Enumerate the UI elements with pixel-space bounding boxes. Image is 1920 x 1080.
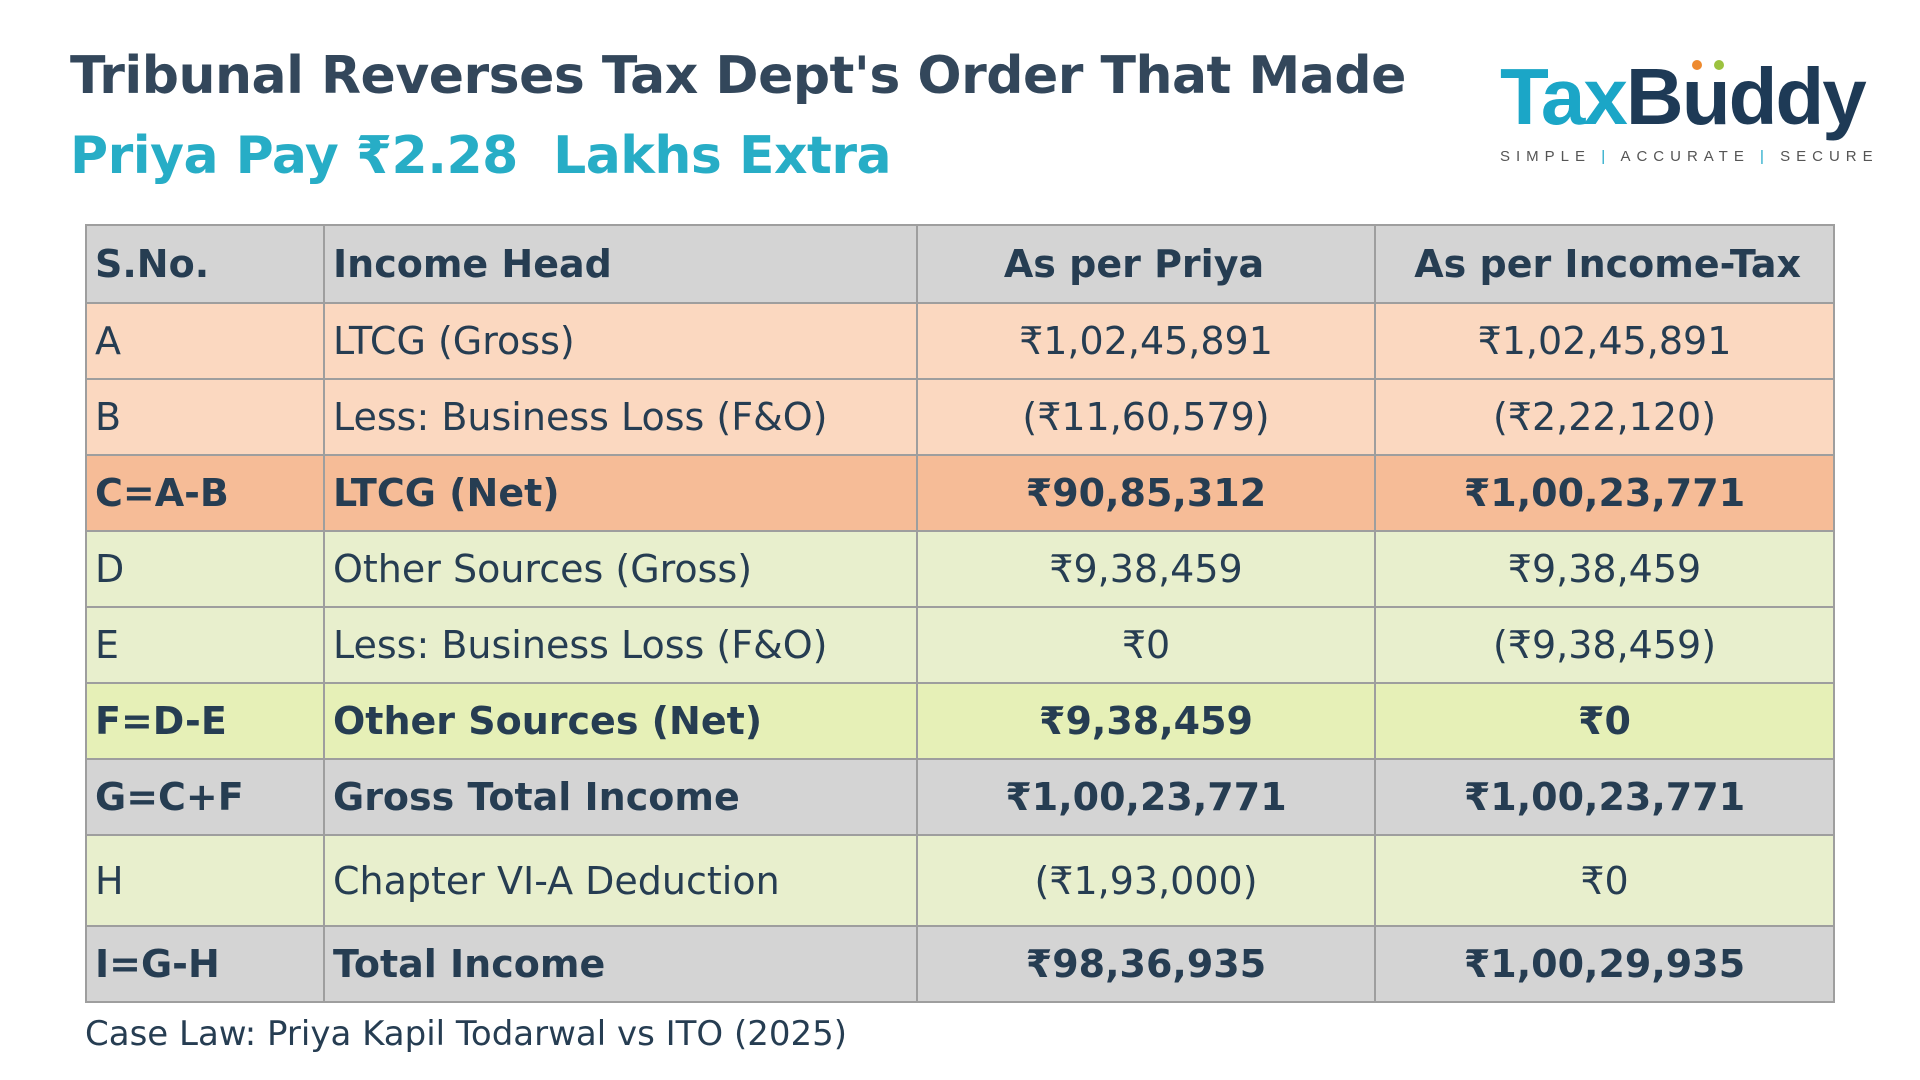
- cell-sno: H: [85, 834, 325, 927]
- table-header-row: S.No. Income Head As per Priya As per In…: [85, 224, 1835, 304]
- table-row: I=G-H Total Income ₹98,36,935 ₹1,00,29,935: [85, 925, 1835, 1003]
- logo-dot-green-icon: [1714, 60, 1724, 70]
- cell-as-per-income-tax: ₹1,00,23,771: [1374, 454, 1835, 532]
- cell-income-head: Less: Business Loss (F&O): [323, 378, 918, 456]
- cell-as-per-priya: (₹1,93,000): [916, 834, 1376, 927]
- cell-as-per-priya: ₹1,02,45,891: [916, 302, 1376, 380]
- cell-as-per-income-tax: ₹0: [1374, 834, 1835, 927]
- title-line-2: Priya Pay ₹2.28 Lakhs Extra: [70, 126, 892, 186]
- cell-as-per-priya: ₹0: [916, 606, 1376, 684]
- table-row: G=C+F Gross Total Income ₹1,00,23,771 ₹1,00…: [85, 758, 1835, 836]
- cell-income-head: Chapter VI-A Deduction: [323, 834, 918, 927]
- header-income-head: Income Head: [323, 224, 918, 304]
- table-row: H Chapter VI-A Deduction (₹1,93,000) ₹0: [85, 834, 1835, 927]
- header-as-per-priya: As per Priya: [916, 224, 1376, 304]
- cell-income-head: Other Sources (Gross): [323, 530, 918, 608]
- cell-income-head: Total Income: [323, 925, 918, 1003]
- cell-as-per-priya: ₹98,36,935: [916, 925, 1376, 1003]
- header-sno: S.No.: [85, 224, 325, 304]
- logo-buddy: Buddy: [1625, 52, 1867, 141]
- cell-as-per-income-tax: ₹1,00,23,771: [1374, 758, 1835, 836]
- logo-dot-orange-icon: [1692, 60, 1702, 70]
- cell-as-per-income-tax: ₹9,38,459: [1374, 530, 1835, 608]
- cell-income-head: Less: Business Loss (F&O): [323, 606, 918, 684]
- logo-tax: Tax: [1500, 52, 1628, 141]
- table-row: A LTCG (Gross) ₹1,02,45,891 ₹1,02,45,891: [85, 302, 1835, 380]
- cell-as-per-priya: ₹9,38,459: [916, 530, 1376, 608]
- cell-as-per-priya: ₹1,00,23,771: [916, 758, 1376, 836]
- cell-as-per-income-tax: ₹1,02,45,891: [1374, 302, 1835, 380]
- cell-income-head: Other Sources (Net): [323, 682, 918, 760]
- logo-tagline: SIMPLE | ACCURATE | SECURE: [1500, 148, 1879, 165]
- cell-income-head: LTCG (Gross): [323, 302, 918, 380]
- cell-as-per-income-tax: (₹9,38,459): [1374, 606, 1835, 684]
- cell-sno: A: [85, 302, 325, 380]
- cell-as-per-income-tax: ₹0: [1374, 682, 1835, 760]
- cell-sno: E: [85, 606, 325, 684]
- table-row: D Other Sources (Gross) ₹9,38,459 ₹9,38,459: [85, 530, 1835, 608]
- cell-sno: F=D-E: [85, 682, 325, 760]
- cell-sno: I=G-H: [85, 925, 325, 1003]
- case-law-footer: Case Law: Priya Kapil Todarwal vs ITO (2…: [85, 1014, 848, 1054]
- cell-income-head: Gross Total Income: [323, 758, 918, 836]
- cell-sno: C=A-B: [85, 454, 325, 532]
- table-row: F=D-E Other Sources (Net) ₹9,38,459 ₹0: [85, 682, 1835, 760]
- income-comparison-table: S.No. Income Head As per Priya As per In…: [85, 224, 1835, 1003]
- cell-as-per-priya: (₹11,60,579): [916, 378, 1376, 456]
- table-row: B Less: Business Loss (F&O) (₹11,60,579) (₹…: [85, 378, 1835, 456]
- cell-income-head: LTCG (Net): [323, 454, 918, 532]
- cell-sno: G=C+F: [85, 758, 325, 836]
- cell-as-per-income-tax: (₹2,22,120): [1374, 378, 1835, 456]
- table-row: C=A-B LTCG (Net) ₹90,85,312 ₹1,00,23,771: [85, 454, 1835, 532]
- cell-sno: D: [85, 530, 325, 608]
- cell-as-per-priya: ₹90,85,312: [916, 454, 1376, 532]
- table-row: E Less: Business Loss (F&O) ₹0 (₹9,38,459): [85, 606, 1835, 684]
- taxbuddy-logo: TaxBuddy SIMPLE | ACCURATE | SECURE: [1500, 52, 1879, 165]
- cell-as-per-priya: ₹9,38,459: [916, 682, 1376, 760]
- title-line-1: Tribunal Reverses Tax Dept's Order That …: [70, 46, 1406, 106]
- cell-sno: B: [85, 378, 325, 456]
- header-as-per-income-tax: As per Income-Tax: [1374, 224, 1835, 304]
- cell-as-per-income-tax: ₹1,00,29,935: [1374, 925, 1835, 1003]
